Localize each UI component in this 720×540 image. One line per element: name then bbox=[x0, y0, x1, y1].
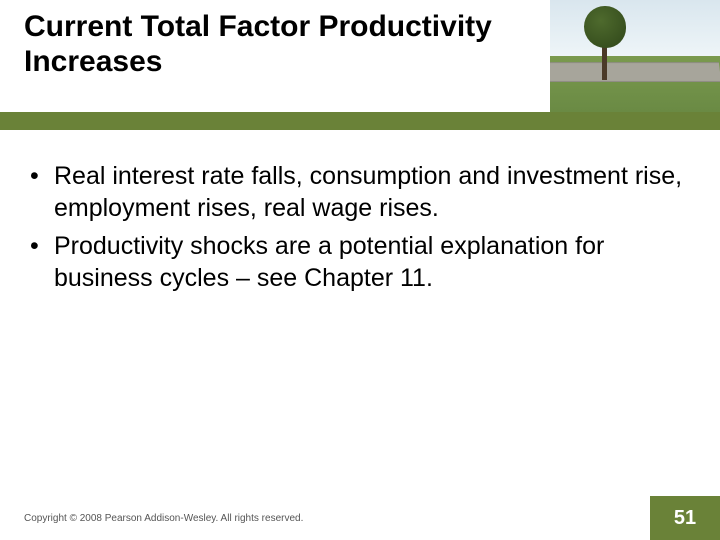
header: Current Total Factor Productivity Increa… bbox=[0, 0, 720, 112]
tree-crown-graphic bbox=[584, 6, 626, 48]
content-area: Real interest rate falls, consumption an… bbox=[28, 160, 688, 300]
list-item: Productivity shocks are a potential expl… bbox=[28, 230, 688, 294]
bullet-list: Real interest rate falls, consumption an… bbox=[28, 160, 688, 294]
page-number-box: 51 bbox=[650, 496, 720, 540]
list-item: Real interest rate falls, consumption an… bbox=[28, 160, 688, 224]
slide-title: Current Total Factor Productivity Increa… bbox=[24, 10, 524, 79]
decorative-landscape-image bbox=[550, 0, 720, 112]
copyright-footer: Copyright © 2008 Pearson Addison-Wesley.… bbox=[24, 513, 303, 524]
stone-wall-graphic bbox=[550, 62, 720, 82]
divider-bar bbox=[0, 112, 720, 130]
page-number: 51 bbox=[674, 507, 696, 530]
sky-graphic bbox=[550, 0, 720, 56]
slide: Current Total Factor Productivity Increa… bbox=[0, 0, 720, 540]
